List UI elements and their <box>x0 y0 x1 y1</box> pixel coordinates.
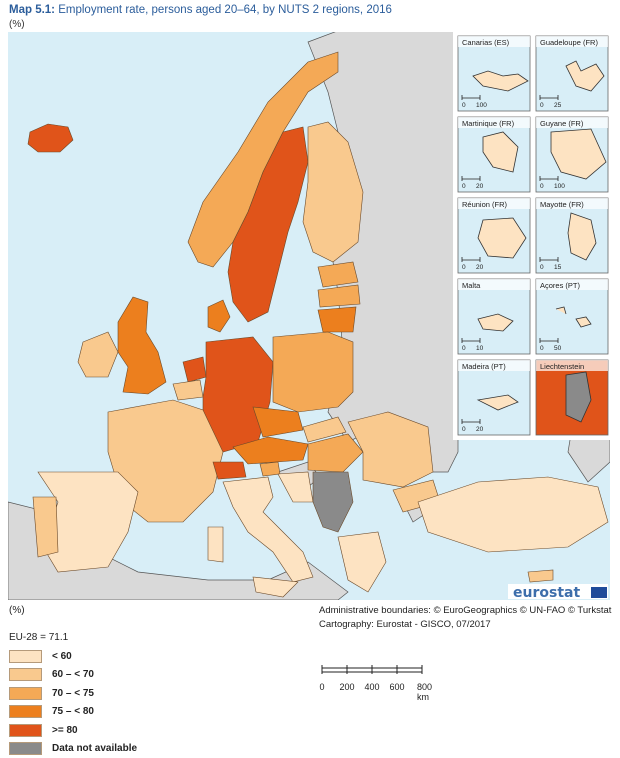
inset-label: Réunion (FR) <box>462 200 508 209</box>
inset-label: Martinique (FR) <box>462 119 515 128</box>
map-number: Map 5.1: <box>9 4 55 16</box>
region-slovenia[interactable] <box>260 462 280 476</box>
map-title: Map 5.1: Employment rate, persons aged 2… <box>9 4 392 16</box>
region-sardinia[interactable] <box>208 527 223 562</box>
unit-label-top: (%) <box>9 19 25 30</box>
legend-row: < 60 <box>9 647 137 666</box>
legend-swatch <box>9 668 42 681</box>
inset-scale-label: 25 <box>554 102 562 109</box>
inset-label: Guyane (FR) <box>540 119 584 128</box>
legend-row: 60 – < 70 <box>9 666 137 685</box>
scale-tick-label: 400 <box>364 682 379 692</box>
inset-guadeloupe-fr[interactable]: Guadeloupe (FR) 0 25 <box>536 36 608 111</box>
legend-label: < 60 <box>52 651 72 662</box>
region-switzerland[interactable] <box>213 462 246 479</box>
legend-eu-average: EU-28 = 71.1 <box>9 632 137 643</box>
region-cyprus[interactable] <box>528 570 553 582</box>
legend-swatch <box>9 724 42 737</box>
legend-label: >= 80 <box>52 725 78 736</box>
inset-scale-label: 0 <box>540 102 544 109</box>
legend-label: Data not available <box>52 743 137 754</box>
inset-scale-label: 0 <box>540 183 544 190</box>
inset-label: Madeira (PT) <box>462 362 506 371</box>
region-lithuania[interactable] <box>318 307 356 332</box>
inset-scale-label: 0 <box>462 426 466 433</box>
inset-scale-label: 20 <box>476 426 484 433</box>
inset-canarias-es[interactable]: Canarias (ES) 0 100 <box>458 36 530 111</box>
inset-malta[interactable]: Malta 0 10 <box>458 279 530 354</box>
credits: Administrative boundaries: © EuroGeograp… <box>319 604 611 632</box>
inset-label: Liechtenstein <box>540 362 584 371</box>
inset-guyane-fr[interactable]: Guyane (FR) 0 100 <box>536 117 608 192</box>
legend-swatch <box>9 742 42 755</box>
legend-swatch <box>9 650 42 663</box>
scale-tick-label: 600 <box>389 682 404 692</box>
inset-scale-label: 20 <box>476 183 484 190</box>
inset-scale-label: 0 <box>462 183 466 190</box>
inset-mayotte-fr[interactable]: Mayotte (FR) 0 15 <box>536 198 608 273</box>
unit-label-bottom: (%) <box>9 605 25 616</box>
scale-bar-graphic <box>320 665 450 675</box>
inset-label: Guadeloupe (FR) <box>540 38 598 47</box>
legend-row: 70 – < 75 <box>9 684 137 703</box>
legend: EU-28 = 71.1 < 60 60 – < 70 70 – < 75 75 – … <box>9 632 137 758</box>
inset-label: Mayotte (FR) <box>540 200 584 209</box>
inset-label: Malta <box>462 281 481 290</box>
legend-row: Data not available <box>9 740 137 758</box>
legend-label: 75 – < 80 <box>52 706 94 717</box>
scale-tick-label: 0 <box>319 682 324 692</box>
legend-label: 60 – < 70 <box>52 669 94 680</box>
inset-scale-label: 100 <box>554 183 565 190</box>
inset-liechtenstein[interactable]: Liechtenstein <box>536 360 608 435</box>
inset-scale-label: 0 <box>462 102 466 109</box>
legend-swatch <box>9 687 42 700</box>
inset-scale-label: 10 <box>476 345 484 352</box>
legend-row: 75 – < 80 <box>9 703 137 722</box>
credits-boundaries: Administrative boundaries: © EuroGeograp… <box>319 604 611 618</box>
inset-label: Canarias (ES) <box>462 38 510 47</box>
scale-tick-label: 200 <box>339 682 354 692</box>
inset-a-ores-pt[interactable]: Açores (PT) 0 50 <box>536 279 608 354</box>
eurostat-logo-text: eurostat <box>513 585 580 600</box>
inset-label: Açores (PT) <box>540 281 581 290</box>
inset-scale-label: 0 <box>540 345 544 352</box>
inset-scale-label: 0 <box>540 264 544 271</box>
inset-madeira-pt[interactable]: Madeira (PT) 0 20 <box>458 360 530 435</box>
legend-swatch <box>9 705 42 718</box>
inset-r-union-fr[interactable]: Réunion (FR) 0 20 <box>458 198 530 273</box>
inset-martinique-fr[interactable]: Martinique (FR) 0 20 <box>458 117 530 192</box>
eu-flag-icon <box>591 587 607 598</box>
credits-cartography: Cartography: Eurostat - GISCO, 07/2017 <box>319 618 611 632</box>
inset-scale-label: 100 <box>476 102 487 109</box>
eurostat-logo: eurostat <box>508 584 608 600</box>
legend-label: 70 – < 75 <box>52 688 94 699</box>
inset-scale-label: 50 <box>554 345 562 352</box>
inset-scale-label: 15 <box>554 264 562 271</box>
inset-scale-label: 0 <box>462 345 466 352</box>
region-poland[interactable] <box>273 332 353 412</box>
legend-row: >= 80 <box>9 721 137 740</box>
scale-tick-label: 800 km <box>417 682 439 702</box>
map-title-text: Employment rate, persons aged 20–64, by … <box>58 4 392 16</box>
inset-scale-label: 0 <box>462 264 466 271</box>
inset-scale-label: 20 <box>476 264 484 271</box>
